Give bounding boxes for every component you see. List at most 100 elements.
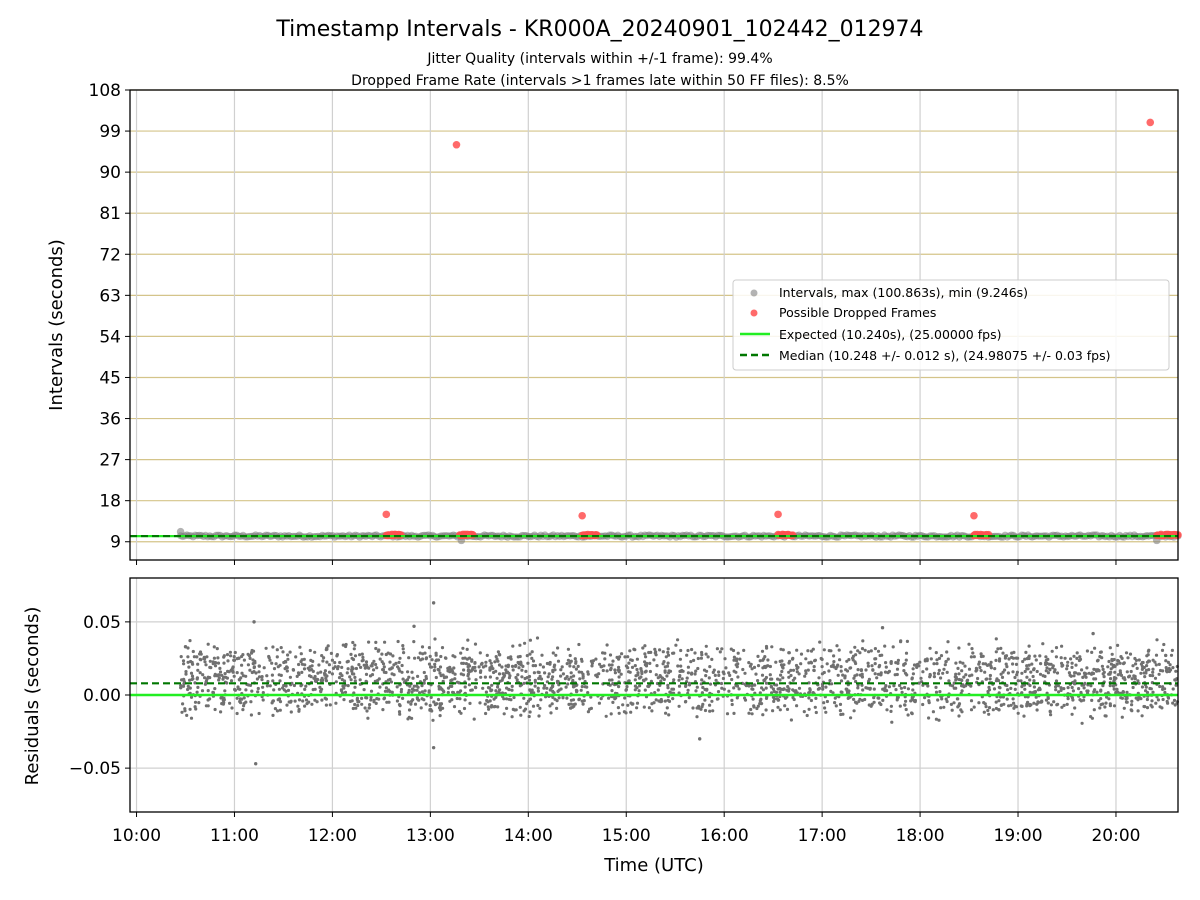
residual-point (226, 659, 230, 663)
residual-point (522, 696, 526, 700)
residual-point (903, 685, 907, 690)
residual-point (553, 663, 557, 667)
residual-point (1113, 670, 1117, 674)
residual-point (580, 685, 584, 689)
residual-point (398, 712, 402, 716)
residual-point (635, 701, 640, 705)
residual-point (389, 680, 393, 684)
residual-point (1140, 714, 1144, 718)
residual-point (861, 639, 865, 643)
residual-point (257, 711, 261, 716)
residual-point (354, 666, 358, 671)
residual-point (1122, 706, 1126, 710)
residual-point (837, 648, 841, 652)
residual-point (1081, 675, 1085, 680)
residual-point (804, 669, 808, 673)
residual-point (666, 686, 670, 690)
residual-point (786, 685, 790, 689)
residual-point (819, 656, 823, 661)
residual-point (327, 670, 332, 674)
residual-point (495, 657, 499, 661)
residual-point (929, 657, 933, 661)
residual-point (787, 651, 791, 655)
residual-point (1038, 672, 1043, 676)
residual-point (474, 678, 478, 682)
residual-point (543, 671, 547, 675)
residual-point (945, 670, 949, 675)
residual-point (1133, 675, 1137, 679)
residual-point (586, 691, 590, 695)
residual-point (1174, 683, 1178, 687)
residual-point (360, 702, 364, 706)
residual-point (540, 653, 544, 657)
residual-point (863, 648, 867, 652)
residual-point (1100, 664, 1104, 668)
residual-point (338, 672, 342, 676)
residual-point (756, 704, 760, 708)
residual-point (807, 707, 811, 711)
residual-point (1110, 658, 1114, 663)
residual-point (307, 700, 311, 704)
residual-point (438, 714, 442, 718)
residual-point (372, 700, 376, 704)
residual-point (989, 660, 993, 664)
residual-point (872, 687, 876, 691)
residual-point (1044, 698, 1049, 702)
top-ytick-label: 81 (99, 204, 121, 224)
residual-point (704, 644, 708, 648)
residual-point (672, 651, 676, 655)
residual-point (360, 652, 364, 656)
residual-point (242, 696, 246, 700)
residual-point (225, 676, 229, 680)
residual-point (677, 704, 681, 708)
residual-point (257, 675, 262, 679)
residual-point (510, 684, 514, 689)
residual-point (1039, 662, 1043, 666)
residual-point (730, 677, 734, 682)
residual-point (436, 658, 441, 662)
residual-point (1161, 669, 1165, 673)
residual-point (776, 705, 780, 709)
residual-point (419, 706, 423, 710)
residual-point (302, 667, 307, 671)
residual-point (1012, 706, 1016, 710)
residual-point (190, 660, 194, 665)
residual-point (1171, 701, 1175, 705)
residual-point (1035, 708, 1039, 712)
residual-point (921, 702, 925, 707)
residual-point (883, 644, 887, 648)
residual-point (238, 678, 242, 682)
residual-point (860, 647, 865, 651)
residual-point (441, 679, 445, 683)
residual-point (839, 712, 843, 717)
residual-point (275, 648, 279, 652)
residual-point (1066, 697, 1070, 701)
residual-point (453, 672, 457, 676)
residual-point (760, 673, 765, 677)
residual-point (484, 690, 488, 694)
residual-point (353, 654, 358, 658)
residual-point (400, 663, 404, 668)
residual-point (858, 697, 862, 701)
top-ytick-label: 72 (99, 245, 121, 265)
residual-point (787, 675, 791, 679)
residual-point (998, 657, 1002, 661)
residual-point (967, 642, 971, 646)
residual-point (1059, 686, 1063, 690)
residual-point (895, 667, 900, 671)
residual-point (1090, 650, 1094, 655)
top-series-group (130, 118, 1182, 545)
residual-point (692, 658, 696, 663)
residual-point (1109, 677, 1113, 681)
residual-point (984, 705, 988, 709)
residual-point (537, 714, 541, 718)
residual-point (236, 685, 240, 689)
residual-point (453, 677, 457, 681)
residual-point (437, 687, 441, 691)
residual-point (286, 688, 291, 693)
residual-point (685, 653, 689, 657)
residual-point (617, 675, 621, 679)
residual-point (945, 699, 949, 704)
residual-point (406, 717, 410, 721)
residual-point (1074, 663, 1078, 667)
